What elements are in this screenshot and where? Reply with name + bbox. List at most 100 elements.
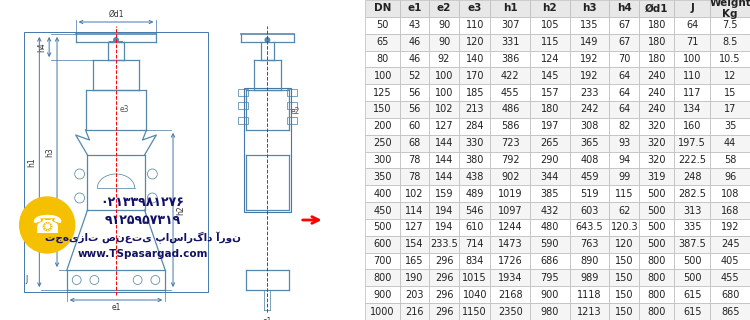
- Text: 800: 800: [647, 290, 666, 300]
- Text: 400: 400: [374, 189, 392, 199]
- Text: 70: 70: [618, 54, 631, 64]
- Text: 60: 60: [409, 121, 421, 131]
- FancyBboxPatch shape: [429, 34, 459, 51]
- Text: 43: 43: [409, 20, 421, 30]
- FancyBboxPatch shape: [459, 269, 490, 286]
- Text: 157: 157: [541, 88, 560, 98]
- Text: 100: 100: [683, 54, 701, 64]
- FancyBboxPatch shape: [609, 135, 639, 152]
- Text: 680: 680: [721, 290, 740, 300]
- FancyBboxPatch shape: [365, 17, 400, 34]
- Text: 78: 78: [408, 172, 421, 182]
- FancyBboxPatch shape: [490, 84, 530, 101]
- FancyBboxPatch shape: [459, 34, 490, 51]
- Text: 7.5: 7.5: [722, 20, 738, 30]
- FancyBboxPatch shape: [490, 202, 530, 219]
- Text: 216: 216: [405, 307, 424, 316]
- Text: 344: 344: [541, 172, 559, 182]
- Text: 331: 331: [501, 37, 520, 47]
- Text: 1019: 1019: [498, 189, 523, 199]
- Text: 615: 615: [683, 307, 701, 316]
- Text: 900: 900: [374, 290, 392, 300]
- FancyBboxPatch shape: [490, 118, 530, 135]
- FancyBboxPatch shape: [674, 101, 710, 118]
- Text: 165: 165: [405, 256, 424, 266]
- FancyBboxPatch shape: [710, 152, 750, 168]
- Text: J: J: [690, 4, 694, 13]
- Text: 233.5: 233.5: [430, 239, 458, 249]
- Text: 792: 792: [501, 155, 520, 165]
- Text: 52: 52: [408, 71, 421, 81]
- Bar: [287, 102, 297, 109]
- Text: 200: 200: [374, 121, 392, 131]
- Text: 159: 159: [435, 189, 453, 199]
- Text: 1213: 1213: [578, 307, 602, 316]
- Text: 308: 308: [580, 121, 598, 131]
- Text: 486: 486: [501, 104, 520, 115]
- Text: 500: 500: [683, 256, 701, 266]
- Text: 1150: 1150: [463, 307, 487, 316]
- FancyBboxPatch shape: [570, 219, 609, 236]
- Text: 222.5: 222.5: [678, 155, 706, 165]
- Text: 800: 800: [647, 307, 666, 316]
- FancyBboxPatch shape: [490, 185, 530, 202]
- Text: 150: 150: [615, 273, 634, 283]
- Text: 125: 125: [374, 88, 392, 98]
- Text: 500: 500: [647, 222, 666, 232]
- Text: 67: 67: [618, 20, 631, 30]
- Text: 180: 180: [647, 54, 666, 64]
- Text: 242: 242: [580, 104, 598, 115]
- Text: 150: 150: [615, 290, 634, 300]
- FancyBboxPatch shape: [429, 269, 459, 286]
- Text: 1934: 1934: [498, 273, 523, 283]
- FancyBboxPatch shape: [674, 17, 710, 34]
- Text: 459: 459: [580, 172, 598, 182]
- FancyBboxPatch shape: [530, 68, 570, 84]
- FancyBboxPatch shape: [639, 236, 674, 252]
- Text: 117: 117: [683, 88, 701, 98]
- FancyBboxPatch shape: [710, 236, 750, 252]
- FancyBboxPatch shape: [570, 17, 609, 34]
- Text: ☎: ☎: [32, 214, 63, 238]
- FancyBboxPatch shape: [459, 68, 490, 84]
- Text: 350: 350: [374, 172, 392, 182]
- FancyBboxPatch shape: [459, 236, 490, 252]
- FancyBboxPatch shape: [674, 118, 710, 135]
- Text: 71: 71: [686, 37, 698, 47]
- FancyBboxPatch shape: [570, 84, 609, 101]
- Text: 168: 168: [721, 205, 740, 216]
- Text: 58: 58: [724, 155, 736, 165]
- FancyBboxPatch shape: [429, 0, 459, 17]
- FancyBboxPatch shape: [639, 286, 674, 303]
- FancyBboxPatch shape: [570, 269, 609, 286]
- Text: 240: 240: [647, 71, 666, 81]
- Text: 145: 145: [541, 71, 560, 81]
- FancyBboxPatch shape: [570, 135, 609, 152]
- FancyBboxPatch shape: [459, 84, 490, 101]
- Text: 1726: 1726: [498, 256, 523, 266]
- Text: 643.5: 643.5: [576, 222, 603, 232]
- FancyBboxPatch shape: [490, 68, 530, 84]
- Text: 192: 192: [580, 71, 598, 81]
- Text: e1: e1: [262, 317, 272, 320]
- FancyBboxPatch shape: [710, 84, 750, 101]
- Text: 432: 432: [541, 205, 560, 216]
- FancyBboxPatch shape: [530, 185, 570, 202]
- FancyBboxPatch shape: [570, 185, 609, 202]
- Text: 15: 15: [724, 88, 736, 98]
- Text: 265: 265: [541, 138, 560, 148]
- FancyBboxPatch shape: [530, 135, 570, 152]
- Text: 35: 35: [724, 121, 736, 131]
- Text: e2: e2: [436, 4, 451, 13]
- Text: 12: 12: [724, 71, 736, 81]
- FancyBboxPatch shape: [570, 68, 609, 84]
- FancyBboxPatch shape: [609, 34, 639, 51]
- FancyBboxPatch shape: [400, 68, 429, 84]
- FancyBboxPatch shape: [609, 152, 639, 168]
- Text: 335: 335: [683, 222, 701, 232]
- FancyBboxPatch shape: [710, 185, 750, 202]
- Text: 8.5: 8.5: [722, 37, 738, 47]
- FancyBboxPatch shape: [429, 252, 459, 269]
- FancyBboxPatch shape: [365, 0, 400, 17]
- FancyBboxPatch shape: [530, 51, 570, 68]
